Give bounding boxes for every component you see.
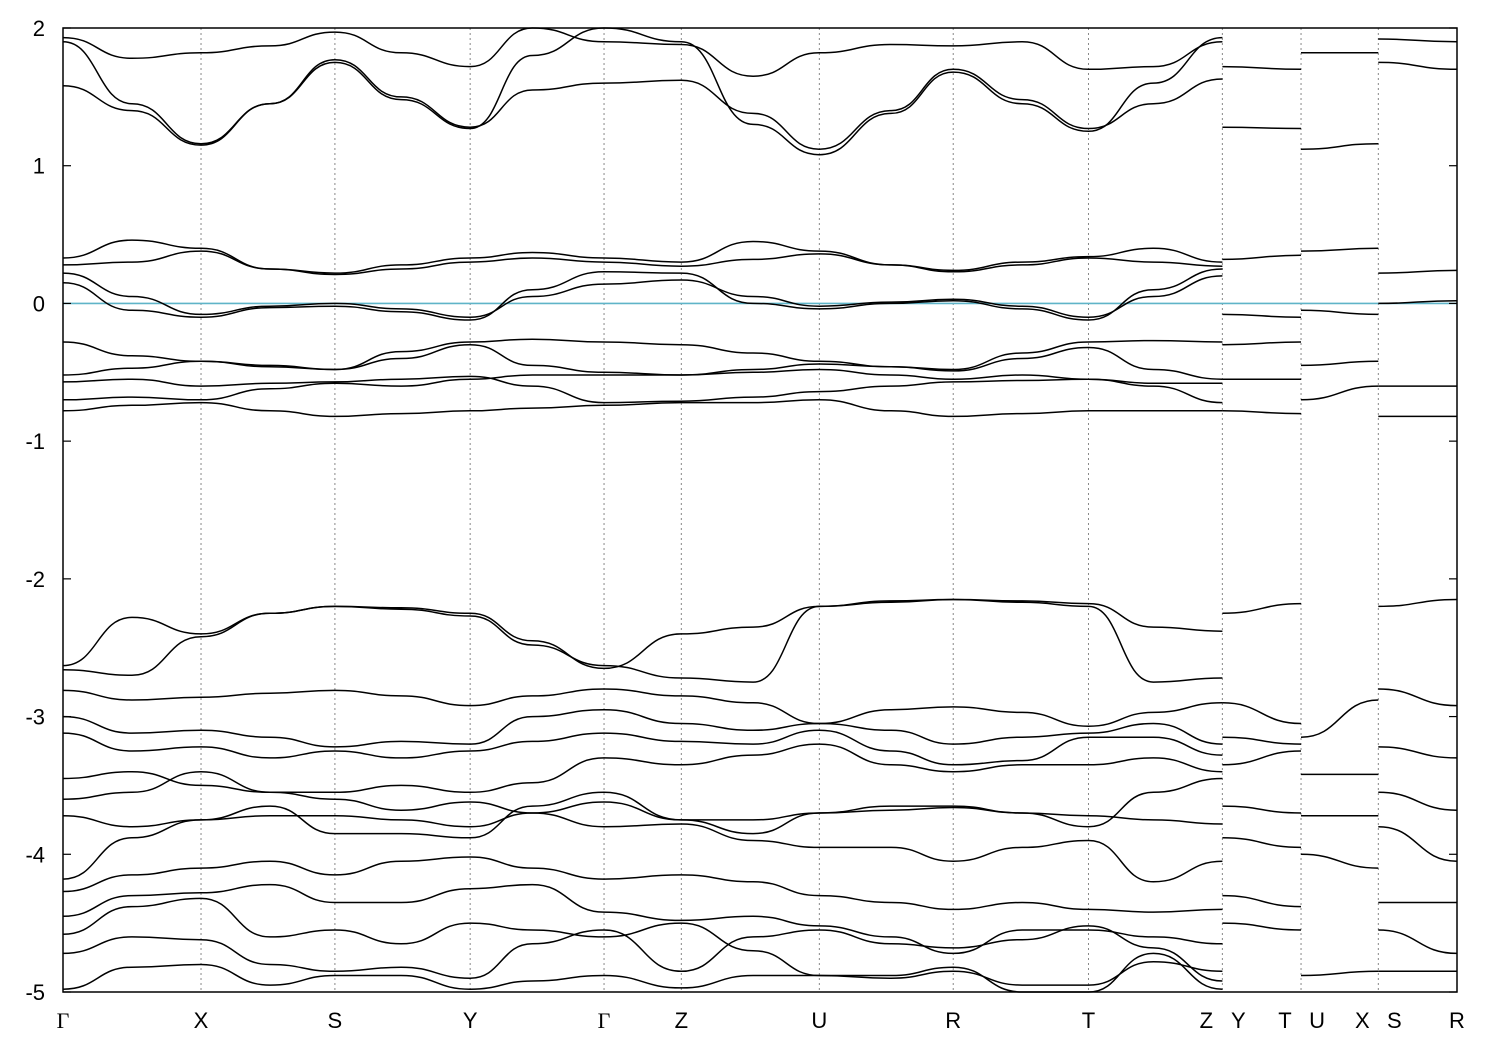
band-28 (1222, 254, 1302, 261)
band-38 (1222, 837, 1302, 849)
vertical-gridlines (200, 28, 1379, 992)
band-45 (1300, 360, 1379, 367)
band-14 (62, 688, 1223, 727)
band-17 (62, 743, 1223, 794)
band-20 (62, 812, 1223, 883)
band-62 (1378, 825, 1458, 862)
band-4 (62, 250, 1223, 276)
x-tick-label-0: Γ (57, 1008, 70, 1033)
band-6 (62, 268, 1223, 321)
band-40 (1222, 922, 1302, 931)
band-59 (1378, 688, 1458, 707)
x-tick-label-6: U (811, 1008, 827, 1033)
band-16 (62, 729, 1223, 766)
band-0 (62, 27, 1223, 77)
band-64 (1378, 929, 1458, 955)
band-43 (1300, 247, 1379, 252)
x-tick-label-4: Γ (598, 1008, 611, 1033)
band-33 (1222, 602, 1302, 615)
band-12 (62, 598, 1223, 670)
band-29 (1222, 313, 1302, 318)
x-tick-label-3: Y (463, 1008, 478, 1033)
band-9 (62, 375, 1223, 404)
band-36 (1222, 750, 1302, 766)
y-tick-label-4: -1 (25, 429, 45, 454)
band-19 (62, 791, 1223, 839)
band-2 (62, 27, 1223, 156)
y-tick-label-6: 1 (33, 154, 45, 179)
band-35 (1222, 736, 1302, 745)
band-32 (1222, 410, 1302, 415)
band-54 (1378, 269, 1458, 274)
x-tick-label-1: X (194, 1008, 209, 1033)
band-44 (1300, 309, 1379, 316)
x-tick-label-2: S (328, 1008, 343, 1033)
x-tick-label-8: T (1082, 1008, 1095, 1033)
band-11 (62, 399, 1223, 418)
band-3 (62, 239, 1223, 274)
plot-frame (62, 27, 1458, 993)
band-47 (1300, 699, 1379, 738)
x-tick-label-12: U (1309, 1008, 1325, 1033)
x-tick-label-15: R (1449, 1008, 1465, 1033)
x-tick-label-10: Y (1231, 1008, 1246, 1033)
band-13 (62, 598, 1223, 683)
x-tick-label-7: R (945, 1008, 961, 1033)
band-37 (1222, 805, 1302, 814)
x-tick-label-13: X (1355, 1008, 1370, 1033)
y-tick-label-5: 0 (33, 291, 45, 316)
band-5 (62, 272, 1223, 318)
band-51 (1300, 970, 1379, 977)
band-27 (1222, 126, 1302, 130)
band-53 (1378, 61, 1458, 71)
band-55 (1378, 299, 1458, 305)
band-1 (62, 58, 1223, 150)
y-tick-label-7: 2 (33, 16, 45, 41)
x-tick-label-5: Z (675, 1008, 688, 1033)
x-tick-label-11: T (1278, 1008, 1291, 1033)
band-30 (1222, 341, 1302, 346)
x-tick-label-9: Z (1200, 1008, 1213, 1033)
band-15 (62, 708, 1223, 748)
band-52 (1378, 38, 1458, 43)
band-18 (62, 770, 1223, 828)
band-58 (1378, 598, 1458, 608)
band-61 (1378, 791, 1458, 811)
y-tick-label-2: -3 (25, 705, 45, 730)
y-tick-label-1: -4 (25, 842, 45, 867)
y-tick-label-0: -5 (25, 980, 45, 1005)
band-24 (62, 925, 1223, 982)
band-46 (1300, 385, 1379, 401)
band-21 (62, 856, 1223, 913)
y-tick-label-3: -2 (25, 567, 45, 592)
band-50 (1300, 853, 1379, 869)
x-tick-label-14: S (1387, 1008, 1402, 1033)
band-25 (62, 952, 1223, 993)
band-22 (62, 883, 1223, 955)
band-34 (1222, 702, 1302, 725)
band-60 (1378, 746, 1458, 759)
y-axis: -5 -4 -3 -2 -1 0 1 2 (25, 16, 1457, 1005)
band-8 (62, 343, 1223, 380)
band-7 (62, 338, 1223, 371)
band-26 (1222, 65, 1302, 71)
band-23 (62, 897, 1223, 986)
band-39 (1222, 894, 1302, 908)
band-10 (62, 368, 1223, 404)
band-lines (62, 27, 1458, 993)
band-42 (1300, 142, 1379, 150)
